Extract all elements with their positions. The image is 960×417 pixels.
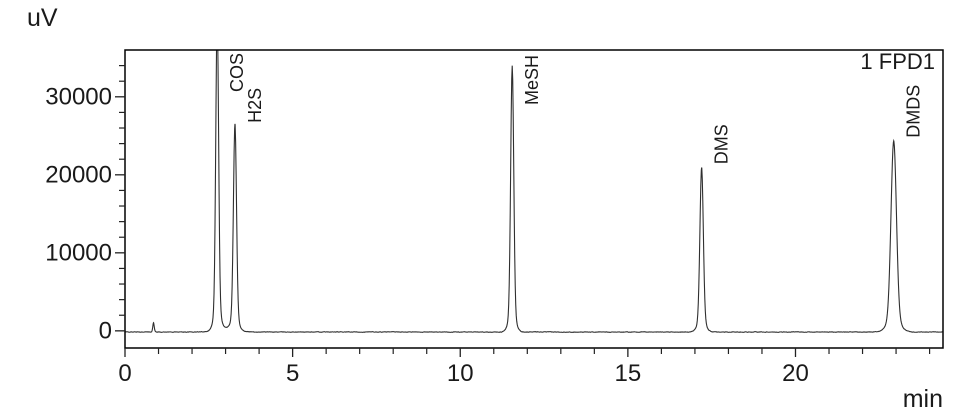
y-tick-label: 20000 [45, 161, 112, 188]
detector-channel-label: 1 FPD1 [860, 49, 935, 74]
peak-label-mesh: MeSH [522, 55, 542, 105]
y-tick-label: 0 [99, 317, 112, 344]
x-axis-unit-label: min [902, 385, 943, 413]
trace-line [125, 50, 943, 333]
plot-frame [124, 49, 944, 349]
x-tick-label: 10 [447, 360, 474, 387]
x-tick-label: 15 [615, 360, 642, 387]
x-tick-label: 20 [782, 360, 809, 387]
peak-label-cos: COS [227, 53, 247, 92]
x-tick-label: 5 [286, 360, 299, 387]
y-tick-label: 10000 [45, 239, 112, 266]
peak-label-dmds: DMDS [904, 85, 924, 138]
y-axis-unit-label: uV [27, 4, 58, 32]
y-tick-label: 30000 [45, 83, 112, 110]
peak-label-dms: DMS [712, 124, 732, 164]
x-tick-label: 0 [118, 360, 131, 387]
peak-label-h2s: H2S [245, 88, 265, 123]
